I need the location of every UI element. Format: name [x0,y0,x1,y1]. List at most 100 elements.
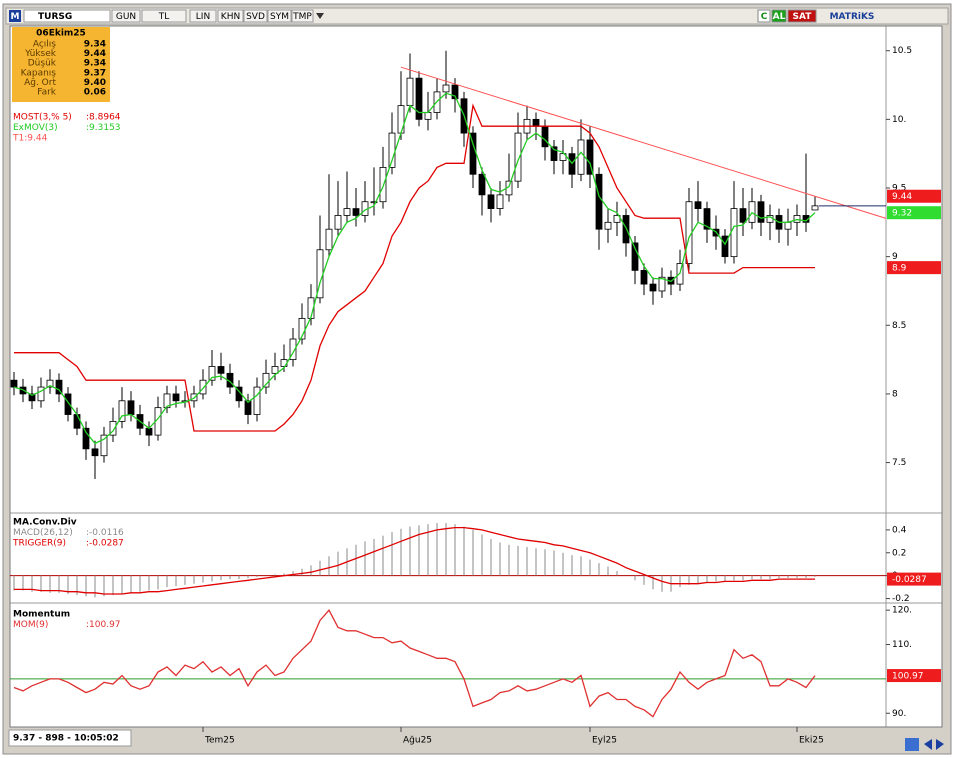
y-tick-label: 110. [892,640,912,650]
trend-line [400,66,887,219]
toolbar-action[interactable] [771,9,787,23]
candle-body [532,118,540,127]
toolbar-button-label: KHN [221,12,240,22]
info-label: Fark [37,88,57,98]
x-tick-label: Eyl25 [592,736,617,746]
value-box [887,261,941,275]
info-value: 9.44 [84,49,106,59]
info-label: Kapanış [21,68,57,78]
candle-body [253,386,261,415]
panel-title: Momentum [13,610,70,620]
info-label: Düşük [28,59,57,69]
candle-body [379,167,387,203]
candle-body [811,205,819,211]
toolbar-button[interactable] [243,9,268,23]
legend-name: MOST(3,% 5) [13,113,72,123]
x-tick-label: Tem25 [204,736,235,746]
candle-body [325,228,333,251]
dropdown[interactable] [316,13,324,19]
candle-body [370,201,378,204]
legend-value: :-0.0116 [86,528,124,538]
info-value: 9.37 [84,68,106,78]
toolbar-button[interactable] [267,9,292,23]
candle-body [82,427,90,450]
candle-body [739,208,747,223]
candle-body [640,269,648,285]
value-box [887,572,941,586]
candle-body [397,105,405,134]
y-tick-label: 120. [892,606,912,616]
chart-area [10,26,942,727]
value-box [887,669,941,683]
toolbar-button[interactable] [141,9,187,23]
toolbar-button-label: TMP [292,12,312,22]
legend-name: MOM(9) [13,620,48,630]
candle-body [109,420,117,436]
symbol-box[interactable] [23,9,111,23]
candle-body [100,434,108,457]
y-tick-label: 8.5 [892,321,906,331]
info-value: 9.34 [84,40,106,50]
candle-body [514,132,522,182]
candle-body [334,215,342,230]
series-line [14,526,815,595]
info-box [12,27,110,102]
scroll-left[interactable] [924,739,932,750]
symbol: TURSG [38,12,72,22]
candle-body [478,173,486,196]
candle-body [559,153,567,161]
candle-body [721,235,729,258]
toolbar-button-label: TL [158,12,170,22]
series-line [14,103,815,432]
candle-body [631,242,639,271]
candle-body [343,208,351,216]
candle-body [271,366,279,374]
toolbar-button[interactable] [291,9,314,23]
y-tick-label: 9 [892,252,898,262]
toolbar-button[interactable] [217,9,244,23]
candle-body [91,448,99,457]
toolbar-button[interactable] [189,9,217,23]
toolbar-action[interactable] [757,9,771,23]
candle-body [163,393,171,409]
brand: MATRiKS [830,12,875,22]
toolbar-action[interactable] [787,9,817,23]
scroll-right[interactable] [936,739,944,750]
candle-body [415,77,423,120]
candle-body [424,112,432,120]
candle-body [10,379,18,388]
legend-name: ExMOV(3) [13,123,58,133]
info-label: Yüksek [24,49,57,59]
y-tick-label: 0.4 [892,525,907,535]
candle-body [550,146,558,161]
info-value: 9.34 [84,59,106,69]
x-tick-label: Ağu25 [403,736,432,746]
chart-border [9,25,943,728]
legend-value: :-0.0287 [86,539,124,549]
toolbar-button-label: SVD [246,12,265,22]
toolbar-button-label: LIN [196,12,210,22]
candle-body [208,366,216,381]
candle-body [172,393,180,402]
candle-body [28,393,36,402]
y-tick-label: 7.5 [892,458,906,468]
toolbar-button-label: GUN [116,12,136,22]
refresh-icon[interactable] [905,738,919,751]
y-tick-label: 0.2 [892,548,906,558]
candle-body [793,215,801,223]
info-value: 9.40 [84,78,106,88]
info-title: 06Ekim25 [36,29,86,39]
toolbar-action-label: AL [773,12,786,22]
candle-body [694,201,702,209]
candle-body [577,139,585,175]
y-tick-label: 9.5 [892,184,906,194]
toolbar-button[interactable] [111,9,141,23]
candle-body [595,173,603,230]
candle-body [244,400,252,415]
series-line [13,92,816,445]
info-value: 0.06 [84,88,106,98]
candle-body [127,400,135,415]
candle-body [46,379,54,388]
candle-body [145,427,153,436]
